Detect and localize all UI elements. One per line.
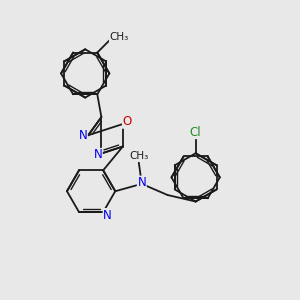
Text: CH₃: CH₃ (110, 32, 129, 42)
Text: N: N (103, 208, 112, 222)
Text: O: O (123, 115, 132, 128)
Text: N: N (137, 176, 146, 189)
Text: CH₃: CH₃ (129, 151, 148, 161)
Text: N: N (79, 129, 87, 142)
Text: Cl: Cl (190, 125, 202, 139)
Text: N: N (94, 148, 102, 161)
